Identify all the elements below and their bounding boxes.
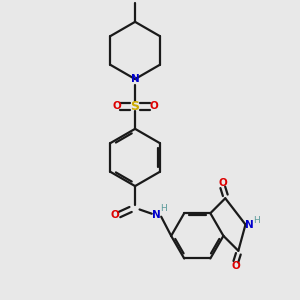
Text: N: N [245, 220, 254, 230]
Text: S: S [130, 100, 140, 113]
Text: O: O [110, 210, 119, 220]
Text: H: H [160, 204, 166, 213]
Text: O: O [232, 261, 240, 271]
Text: H: H [254, 216, 260, 225]
Text: O: O [218, 178, 227, 188]
Text: N: N [131, 74, 140, 84]
Text: O: O [149, 101, 158, 112]
Text: N: N [152, 210, 161, 220]
Text: O: O [112, 101, 121, 112]
